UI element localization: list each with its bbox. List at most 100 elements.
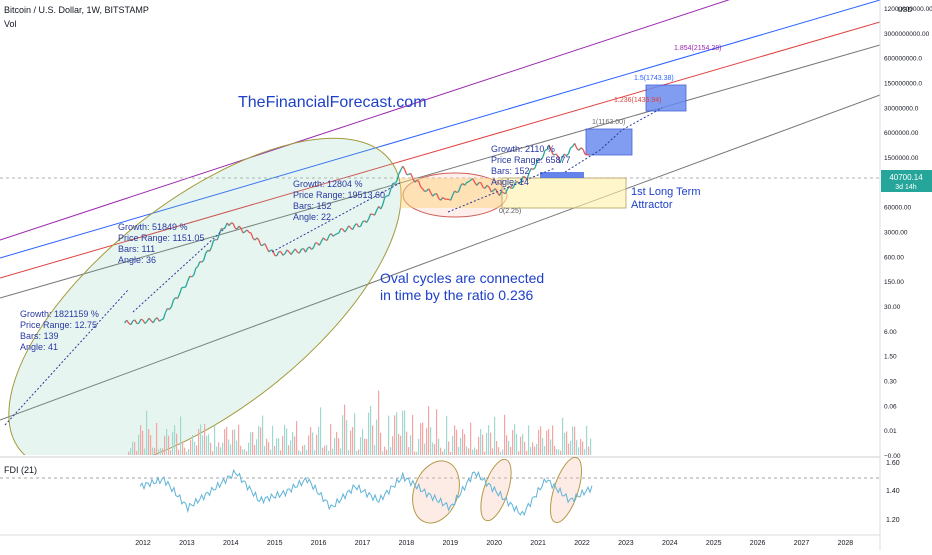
volume-bar — [478, 437, 479, 455]
volume-bar — [272, 426, 273, 455]
volume-bar — [374, 445, 375, 455]
volume-bar — [176, 434, 177, 455]
volume-bar — [562, 418, 563, 455]
volume-bar — [334, 438, 335, 455]
volume-bar — [442, 452, 443, 455]
price-axis[interactable]: USD12000000000.003000000000.00600000000.… — [884, 6, 932, 460]
volume-bar — [570, 441, 571, 455]
volume-bar — [136, 451, 137, 455]
price-segment — [335, 234, 337, 235]
volume-bar — [154, 448, 155, 455]
volume-bar — [164, 436, 165, 455]
volume-bar — [462, 429, 463, 455]
volume-bar — [388, 416, 389, 455]
volume-label: Vol — [4, 19, 17, 29]
volume-bar — [512, 430, 513, 455]
cycle-oval-large — [0, 78, 455, 533]
volume-bar — [142, 431, 143, 455]
volume-bar — [178, 450, 179, 455]
volume-bar — [414, 452, 415, 455]
volume-bar — [398, 434, 399, 455]
volume-bar — [138, 435, 139, 455]
fib-label-1: 1(1163.00) — [592, 119, 625, 126]
volume-bar — [376, 420, 377, 455]
volume-bar — [196, 445, 197, 455]
site-watermark: TheFinancialForecast.com — [238, 94, 427, 112]
volume-bar — [368, 413, 369, 455]
price-segment — [579, 148, 581, 151]
volume-bar — [180, 416, 181, 455]
volume-bar — [428, 406, 429, 455]
volume-bar — [210, 443, 211, 455]
annotation-line: Price Range: 19513.60 — [293, 190, 385, 201]
volume-bar — [446, 416, 447, 455]
annotation-line: Angle: 36 — [118, 255, 204, 266]
volume-bar — [430, 427, 431, 455]
annotation-line: Growth: 51849 % — [118, 222, 204, 233]
fdi-axis[interactable]: 1.601.401.20 — [886, 460, 900, 524]
volume-bar — [452, 436, 453, 455]
volume-bar — [226, 427, 227, 455]
price-segment — [583, 149, 585, 154]
volume-bar — [292, 432, 293, 455]
volume-bar — [242, 450, 243, 455]
volume-bar — [510, 447, 511, 455]
attractor-value-label: 0(2.25) — [499, 206, 521, 217]
volume-bar — [340, 448, 341, 455]
fdi-oval-3 — [544, 454, 588, 526]
volume-bar — [488, 425, 489, 455]
volume-bar — [408, 447, 409, 455]
time-tick-label: 2024 — [662, 540, 678, 547]
volume-bar — [530, 447, 531, 455]
volume-bar — [346, 420, 347, 455]
volume-bar — [230, 444, 231, 455]
volume-bar — [338, 438, 339, 455]
price-segment — [403, 166, 405, 169]
volume-bar — [358, 449, 359, 455]
volume-bar — [286, 429, 287, 455]
volume-bar — [332, 449, 333, 455]
oscillation-note-line: Oval cycles are connected — [380, 270, 544, 287]
volume-bar — [330, 424, 331, 455]
volume-bar — [134, 442, 135, 455]
time-tick-label: 2026 — [750, 540, 766, 547]
volume-bar — [206, 436, 207, 455]
price-segment — [467, 182, 469, 183]
volume-bar — [156, 423, 157, 455]
volume-bar — [288, 445, 289, 455]
volume-bar — [386, 450, 387, 455]
volume-bar — [280, 450, 281, 455]
volume-bar — [392, 436, 393, 455]
volume-bar — [466, 447, 467, 455]
volume-bar — [460, 438, 461, 455]
time-tick-label: 2021 — [530, 540, 546, 547]
volume-bar — [420, 423, 421, 455]
volume-bar — [298, 450, 299, 455]
chart-title: Bitcoin / U.S. Dollar, 1W, BITSTAMP — [4, 5, 149, 15]
annotation-line: Growth: 12804 % — [293, 179, 385, 190]
fib-label-15: 1.5(1743.38) — [634, 75, 674, 82]
volume-bar — [518, 451, 519, 455]
volume-bar — [416, 452, 417, 455]
volume-bar — [558, 449, 559, 455]
volume-bar — [326, 445, 327, 455]
time-tick-label: 2023 — [618, 540, 634, 547]
price-tick-label: 12000000000.00 — [884, 6, 932, 13]
volume-bar — [184, 448, 185, 455]
volume-bar — [274, 446, 275, 455]
volume-bar — [380, 433, 381, 455]
price-tick-label: 3000000000.00 — [884, 31, 930, 38]
volume-bar — [302, 446, 303, 455]
volume-bar — [424, 444, 425, 455]
attractor-label: 1st Long Term Attractor — [631, 186, 701, 212]
volume-bar — [556, 449, 557, 455]
volume-bar — [188, 449, 189, 455]
volume-bar — [360, 437, 361, 455]
volume-bar — [160, 448, 161, 455]
volume-bar — [350, 431, 351, 455]
volume-bar — [454, 426, 455, 455]
price-segment — [575, 143, 577, 148]
price-tick-label: 6000000.00 — [884, 130, 919, 137]
annotation-line: Growth: 1821159 % — [20, 309, 99, 320]
